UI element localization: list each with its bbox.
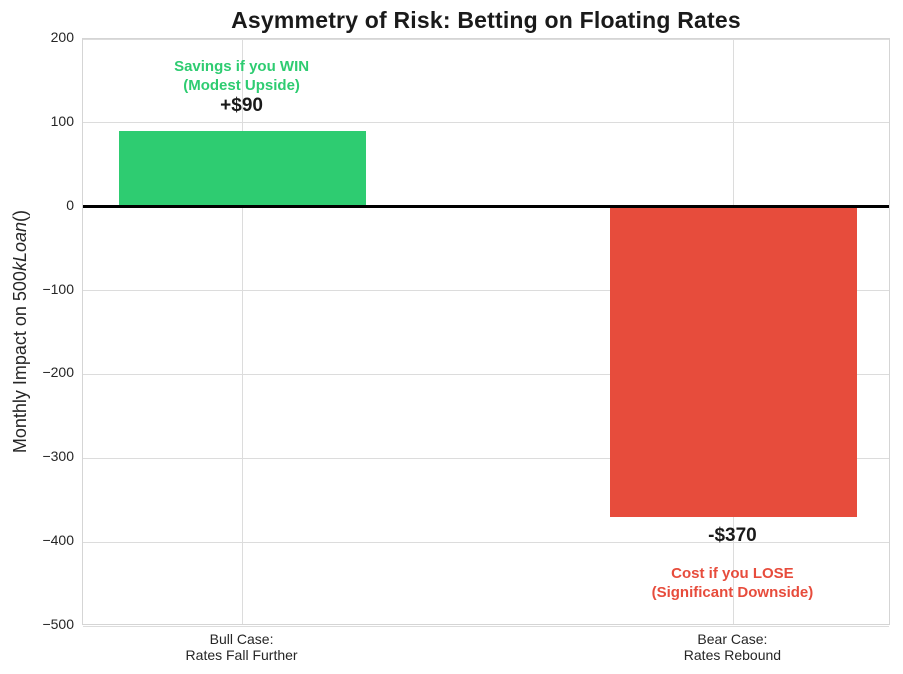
y-axis-label-prefix: Monthly Impact on 500 xyxy=(9,270,30,454)
v-gridline xyxy=(242,39,244,624)
bar-annotation-bull-case: Savings if you WIN (Modest Upside) xyxy=(92,57,392,95)
y-tick-label: 100 xyxy=(50,112,74,129)
h-gridline xyxy=(83,122,889,124)
x-tick-label-line: Rates Rebound xyxy=(683,647,782,663)
h-gridline xyxy=(83,290,889,292)
bar-annotation-bear-case: Cost if you LOSE (Significant Downside) xyxy=(582,564,882,602)
x-tick-label-line: Rates Fall Further xyxy=(185,647,298,663)
chart-title: Asymmetry of Risk: Betting on Floating R… xyxy=(231,7,741,33)
y-tick-label: −400 xyxy=(42,532,74,549)
bar-bull-case xyxy=(119,131,367,207)
bar-annotation-line: (Modest Upside) xyxy=(183,77,300,95)
bar-value-label-bear-case: -$370 xyxy=(708,524,757,546)
y-tick-label: −200 xyxy=(42,364,74,381)
bar-annotation-line: Savings if you WIN xyxy=(174,58,310,76)
y-tick-label: −300 xyxy=(42,448,74,465)
bar-value-label-bull-case: +$90 xyxy=(220,95,263,117)
y-tick-label: 200 xyxy=(50,29,74,45)
h-gridline xyxy=(83,373,889,375)
y-tick-label: −500 xyxy=(42,616,74,632)
x-tick-label-bull-case: Bull Case: Rates Fall Further xyxy=(122,631,362,663)
zero-line xyxy=(83,205,889,209)
h-gridline xyxy=(83,457,889,459)
y-tick-label: 0 xyxy=(66,196,74,213)
bar-annotation-line: Cost if you LOSE xyxy=(671,564,794,582)
y-axis-label-text: Monthly Impact on 500kLoan() xyxy=(10,210,31,453)
bar-annotation-line: (Significant Downside) xyxy=(651,583,814,601)
h-gridline xyxy=(83,541,889,543)
bar-bear-case xyxy=(609,206,857,517)
y-tick-label: −100 xyxy=(42,280,74,297)
x-tick-label-line: Bear Case: xyxy=(697,631,768,647)
x-tick-label-line: Bull Case: xyxy=(209,631,274,647)
x-tick-label-bear-case: Bear Case: Rates Rebound xyxy=(612,631,852,663)
h-gridline xyxy=(83,38,889,40)
y-axis-label-italic: kLoan xyxy=(9,221,30,271)
h-gridline xyxy=(83,625,889,627)
plot-area xyxy=(82,38,890,627)
